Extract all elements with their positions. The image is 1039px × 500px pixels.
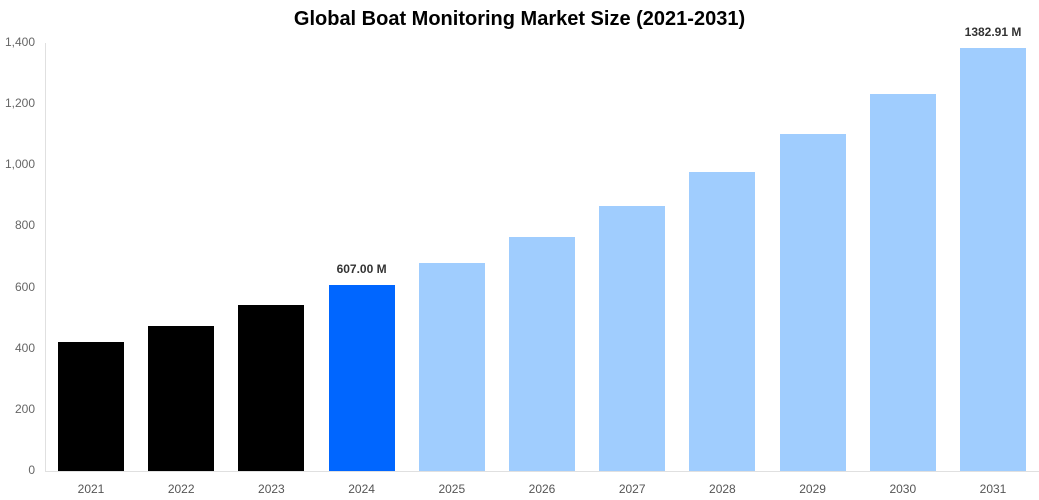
y-tick-label: 800 — [14, 218, 35, 233]
y-tick-label: 1,200 — [4, 96, 35, 111]
y-axis-line — [45, 43, 46, 471]
x-tick-label: 2022 — [167, 482, 195, 496]
chart-title: Global Boat Monitoring Market Size (2021… — [293, 8, 746, 30]
bar-2027[interactable] — [599, 205, 666, 471]
bar-2022[interactable] — [148, 325, 215, 471]
x-tick-label: 2027 — [618, 482, 646, 496]
y-tick-label: 200 — [14, 401, 35, 416]
x-tick-label: 2021 — [77, 482, 105, 496]
data-label-2031: 1382.91 M — [964, 25, 1022, 40]
y-tick-label: 0 — [28, 463, 35, 477]
y-tick-label: 1,000 — [4, 157, 35, 172]
bar-2029[interactable] — [779, 134, 846, 471]
x-axis-line — [45, 471, 1039, 472]
x-tick-label: 2028 — [709, 482, 736, 496]
y-tick-label: 1,400 — [4, 35, 35, 49]
y-tick-label: 600 — [14, 279, 35, 294]
y-tick-label: 400 — [14, 340, 35, 355]
x-tick-label: 2024 — [348, 482, 375, 496]
x-tick-label: 2026 — [528, 482, 556, 496]
bar-2024[interactable] — [328, 285, 395, 471]
x-tick-label: 2025 — [438, 482, 466, 496]
x-tick-label: 2023 — [258, 482, 285, 496]
bar-2025[interactable] — [418, 263, 485, 471]
bar-2026[interactable] — [509, 236, 575, 471]
bar-2021[interactable] — [58, 341, 124, 471]
x-tick-label: 2029 — [799, 482, 826, 496]
bar-2031[interactable] — [960, 48, 1026, 471]
bar-2030[interactable] — [869, 93, 936, 471]
x-tick-label: 2031 — [979, 482, 1007, 496]
bar-2023[interactable] — [238, 305, 305, 471]
bar-2028[interactable] — [689, 171, 756, 471]
data-label-2024: 607.00 M — [336, 262, 387, 277]
x-tick-label: 2030 — [889, 482, 917, 496]
